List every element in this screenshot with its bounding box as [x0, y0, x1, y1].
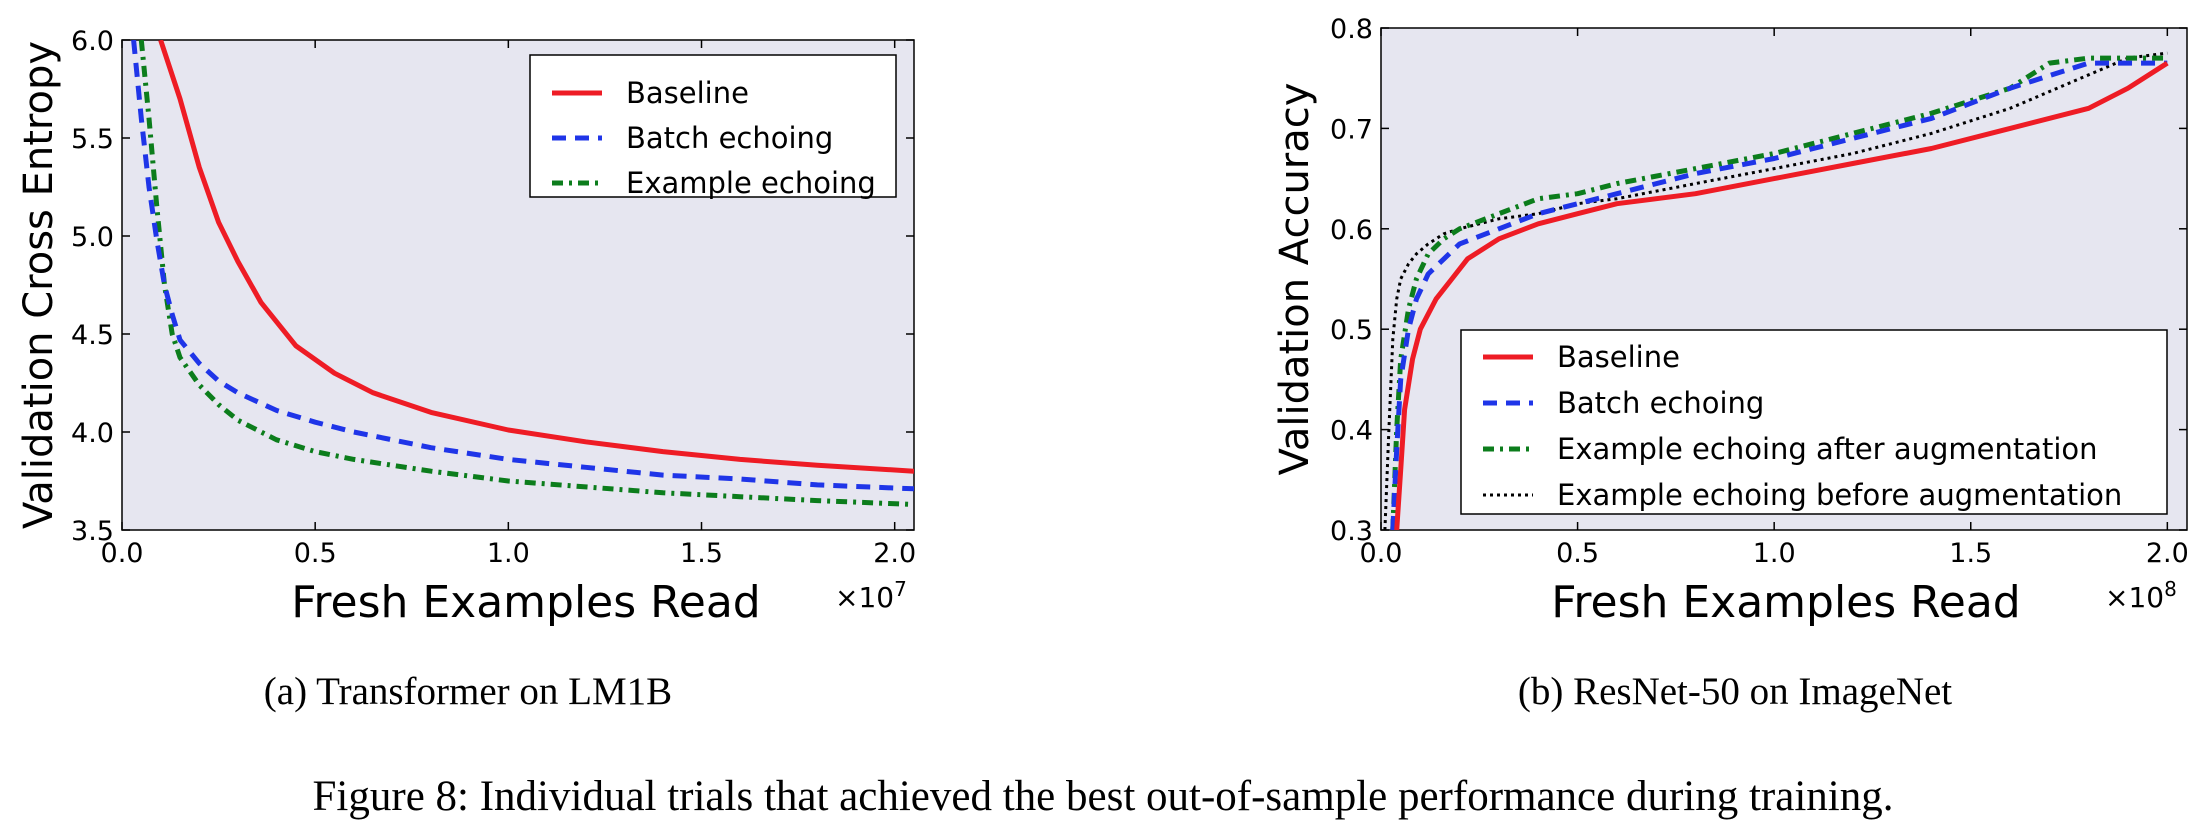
y-tick-label: 4.0: [71, 418, 114, 449]
x-tick-label: 0.0: [101, 538, 144, 569]
legend-frame: [529, 54, 897, 198]
y-tick-label: 0.7: [1330, 114, 1373, 145]
legend-label: Example echoing after augmentation: [1557, 432, 2098, 466]
series-line-batch-echoing: [131, 40, 914, 492]
plot-b-ylabel: Validation Accuracy: [1272, 83, 1318, 476]
x-tick-label: 1.0: [1753, 538, 1796, 569]
legend-label: Baseline: [1557, 340, 1680, 374]
y-tick-label: 0.8: [1330, 14, 1373, 45]
x-tick-label: 1.0: [487, 538, 530, 569]
chart-a: 0.0 0.5 1.0 1.5 2.0 3.5 4.0 4.5 5.0 5.5 6.0 Valida…: [16, 26, 916, 713]
series-line-batch-echoing: [1390, 60, 2168, 530]
y-tick-label: 0.3: [1330, 516, 1373, 547]
plot-a-caption: (a) Transformer on LM1B: [264, 670, 672, 713]
series-line-baseline: [1394, 60, 2169, 530]
y-tick-label: 0.4: [1330, 416, 1373, 447]
y-tick-label: 4.5: [71, 320, 114, 351]
plot-a-ylabel: Validation Cross Entropy: [16, 41, 62, 529]
y-tick-label: 6.0: [71, 26, 114, 57]
plot-a-xlabel: Fresh Examples Read: [291, 577, 760, 628]
plot-a-series: [131, 40, 914, 507]
series-line-baseline: [158, 40, 914, 474]
x-tick-label: 0.5: [1556, 538, 1599, 569]
plot-b-series: [1383, 51, 2169, 530]
legend-label: Example echoing: [626, 166, 876, 200]
plot-b-ticks: 0.0 0.5 1.0 1.5 2.0 0.3 0.4 0.5 0.6 0.7 0.8: [1330, 14, 2189, 569]
legend-label: Baseline: [626, 76, 749, 110]
x-tick-label: 0.5: [294, 538, 337, 569]
series-line-example-echoing: [138, 40, 914, 507]
y-tick-label: 5.0: [71, 222, 114, 253]
y-tick-label: 0.6: [1330, 215, 1373, 246]
x-tick-label: 0.0: [1360, 538, 1403, 569]
legend-label: Batch echoing: [1557, 386, 1764, 420]
chart-b: 0.0 0.5 1.0 1.5 2.0 0.3 0.4 0.5 0.6 0.7 0.8 Valida…: [1272, 14, 2189, 713]
series-line-example-echoing-before-augmentation: [1383, 51, 2168, 530]
plot-b-x-multiplier: ×108: [2105, 577, 2177, 614]
legend-label: Example echoing before augmentation: [1557, 478, 2122, 512]
x-tick-label: 1.5: [680, 538, 723, 569]
plot-a-ticks: 0.0 0.5 1.0 1.5 2.0 3.5 4.0 4.5 5.0 5.5 6.0: [71, 26, 916, 569]
plot-b-legend: Baseline Batch echoing Example echoing aft…: [1460, 329, 2168, 515]
y-tick-label: 5.5: [71, 124, 114, 155]
plot-b-caption: (b) ResNet-50 on ImageNet: [1518, 670, 1952, 713]
x-tick-label: 1.5: [1949, 538, 1992, 569]
legend-label: Batch echoing: [626, 121, 833, 155]
legend-frame: [1460, 329, 2168, 515]
y-tick-label: 3.5: [71, 516, 114, 547]
plot-b-xlabel: Fresh Examples Read: [1551, 577, 2020, 628]
plot-a-x-multiplier: ×107: [835, 577, 907, 614]
figure-caption: Figure 8: Individual trials that achieve…: [313, 773, 1894, 820]
x-tick-label: 2.0: [2146, 538, 2189, 569]
x-tick-label: 2.0: [873, 538, 916, 569]
y-tick-label: 0.5: [1330, 315, 1373, 346]
plot-a-legend: Baseline Batch echoing Example echoing: [529, 54, 897, 200]
